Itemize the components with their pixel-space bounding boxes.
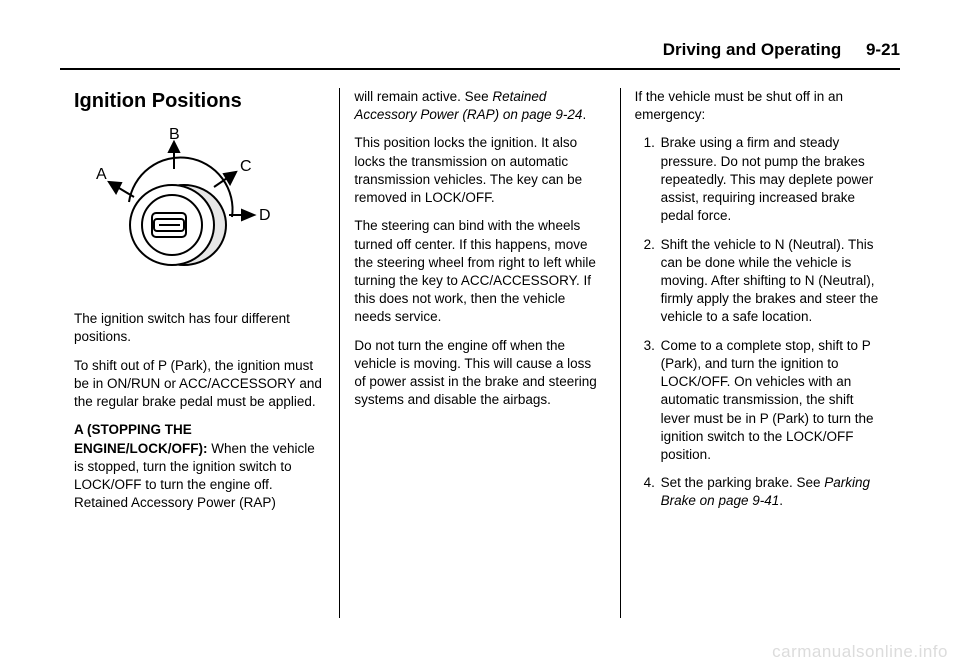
column-3: If the vehicle must be shut off in an em…: [620, 88, 900, 618]
step-2: Shift the vehicle to N (Neutral). This c…: [659, 236, 886, 327]
col2-p1a: will remain active. See: [354, 89, 492, 104]
col1-p3: A (STOPPING THE ENGINE/LOCK/OFF): When t…: [74, 421, 325, 512]
col3-intro: If the vehicle must be shut off in an em…: [635, 88, 886, 124]
col2-p3: The steering can bind with the wheels tu…: [354, 217, 605, 326]
step-4: Set the parking brake. See Parking Brake…: [659, 474, 886, 510]
page-header: Driving and Operating 9-21: [60, 40, 900, 68]
ignition-svg: A B C D: [74, 127, 284, 287]
col2-p2: This position locks the ignition. It als…: [354, 134, 605, 207]
ignition-figure: A B C D: [74, 127, 325, 292]
fig-label-c: C: [240, 158, 252, 175]
column-1: Ignition Positions: [60, 88, 339, 618]
columns-container: Ignition Positions: [60, 88, 900, 618]
step-1: Brake using a firm and steady pressure. …: [659, 134, 886, 225]
fig-label-b: B: [169, 127, 180, 143]
fig-label-d: D: [259, 207, 271, 224]
step-4a: Set the parking brake. See: [661, 475, 825, 490]
col1-p1: The ignition switch has four different p…: [74, 310, 325, 346]
manual-page: Driving and Operating 9-21 Ignition Posi…: [0, 0, 960, 672]
col2-p4: Do not turn the engine off when the vehi…: [354, 337, 605, 410]
emergency-steps: Brake using a firm and steady pressure. …: [635, 134, 886, 510]
col1-p2: To shift out of P (Park), the ignition m…: [74, 357, 325, 412]
step-3: Come to a complete stop, shift to P (Par…: [659, 337, 886, 465]
header-rule: [60, 68, 900, 70]
col1-p3-lead: A (STOPPING THE ENGINE/LOCK/OFF):: [74, 422, 208, 455]
watermark: carmanualsonline.info: [772, 642, 948, 662]
chapter-title: Driving and Operating: [663, 40, 842, 59]
section-title: Ignition Positions: [74, 88, 325, 115]
col2-p1b: .: [582, 107, 586, 122]
page-number: 9-21: [866, 40, 900, 59]
column-2: will remain active. See Retained Accesso…: [339, 88, 619, 618]
step-4b: .: [779, 493, 783, 508]
col2-p1: will remain active. See Retained Accesso…: [354, 88, 605, 124]
fig-label-a: A: [96, 166, 107, 183]
